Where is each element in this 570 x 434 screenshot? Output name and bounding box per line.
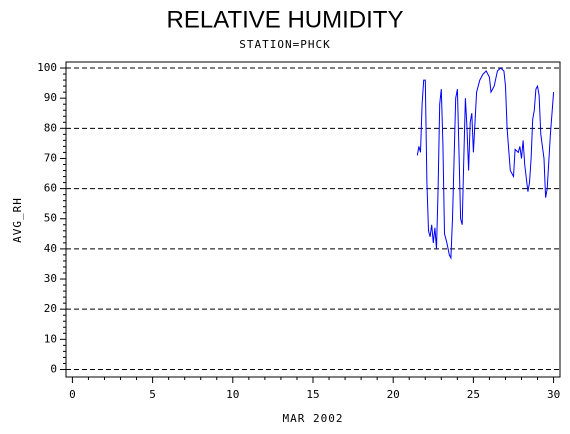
x-tick-label: 25 [467, 388, 480, 401]
x-axis-label: MAR 2002 [283, 412, 344, 425]
y-tick-label: 10 [44, 332, 57, 345]
x-tick-label: 0 [69, 388, 76, 401]
y-tick-label: 80 [44, 121, 57, 134]
chart-title: RELATIVE HUMIDITY [167, 6, 404, 33]
plot-frame [65, 61, 561, 378]
x-tick-label: 15 [306, 388, 319, 401]
y-tick-label: 40 [44, 242, 57, 255]
y-tick-label: 20 [44, 302, 57, 315]
y-tick-label: 50 [44, 212, 57, 225]
y-tick-label: 0 [50, 362, 57, 375]
y-tick-label: 60 [44, 182, 57, 195]
x-tick-label: 30 [547, 388, 560, 401]
x-tick-label: 5 [149, 388, 156, 401]
y-axis-label: AVG_RH [11, 197, 24, 243]
chart-subtitle: STATION=PHCK [239, 38, 330, 51]
y-tick-label: 100 [37, 61, 57, 74]
x-tick-label: 20 [387, 388, 400, 401]
x-tick-label: 10 [226, 388, 239, 401]
y-tick-label: 70 [44, 151, 57, 164]
y-tick-label: 30 [44, 272, 57, 285]
data-line [416, 67, 555, 260]
y-tick-label: 90 [44, 91, 57, 104]
